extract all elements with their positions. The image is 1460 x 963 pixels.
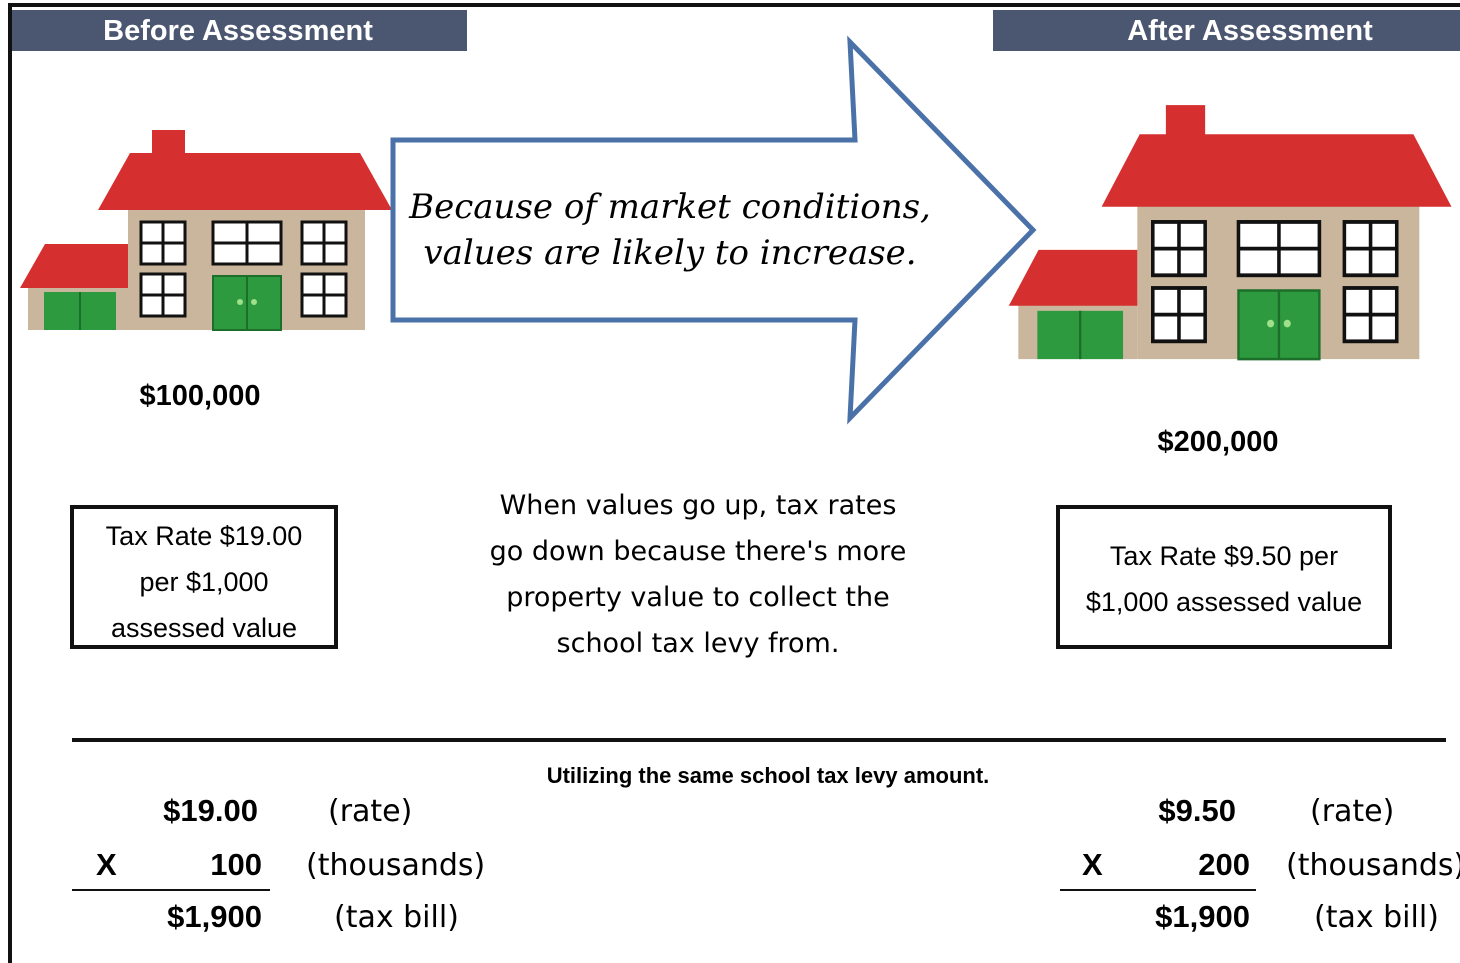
rate-text: $1,000 assessed value [1086,587,1362,617]
arrow-text: values are likely to increase. [423,233,916,273]
house-icon [1009,105,1452,359]
calc-label: (thousands) [306,848,485,883]
property-value: $200,000 [1158,426,1279,458]
note-text: When values go up, tax rates [500,490,897,521]
calc-value: $1,900 [167,899,262,934]
property-value: $100,000 [140,380,261,412]
caption: Utilizing the same school tax levy amoun… [547,763,990,788]
calc-value: 200 [1198,847,1250,882]
calc-value: $1,900 [1155,899,1250,934]
rate-box [1058,507,1390,647]
note-text: school tax levy from. [557,628,840,659]
arrow-text: Because of market conditions, [408,187,931,227]
arrow [393,42,1033,418]
calc-value: $19.00 [163,793,258,828]
calc-label: (tax bill) [1314,900,1439,935]
rate-text: Tax Rate $19.00 [106,521,303,551]
header-title: After Assessment [1127,15,1373,47]
calc-label: (rate) [328,794,412,829]
calc-label: (rate) [1310,794,1394,829]
calc-label: (tax bill) [334,900,459,935]
rate-text: assessed value [111,613,297,643]
note-text: go down because there's more [490,536,907,567]
note-text: property value to collect the [506,582,889,613]
calc-operator: X [1082,847,1103,882]
house-icon [20,130,392,330]
rate-text: Tax Rate $9.50 per [1110,541,1338,571]
calc-value: $9.50 [1158,793,1236,828]
diagram: Before Assessment After Assessment Becau… [0,0,1460,963]
page: Before Assessment After Assessment Becau… [0,0,1460,963]
header-title: Before Assessment [103,15,373,47]
rate-text: per $1,000 [139,567,268,597]
calc-operator: X [96,847,117,882]
calc-value: 100 [210,847,262,882]
calc-label: (thousands) [1286,848,1460,883]
